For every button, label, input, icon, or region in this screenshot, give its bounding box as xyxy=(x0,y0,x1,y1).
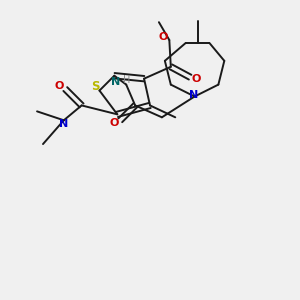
Text: H: H xyxy=(122,75,130,85)
Text: S: S xyxy=(91,80,99,94)
Text: O: O xyxy=(192,74,201,84)
Text: O: O xyxy=(158,32,167,42)
Text: N: N xyxy=(189,90,199,100)
Text: O: O xyxy=(54,81,63,91)
Text: O: O xyxy=(110,118,119,128)
Text: N: N xyxy=(58,119,68,129)
Text: N: N xyxy=(111,76,120,87)
